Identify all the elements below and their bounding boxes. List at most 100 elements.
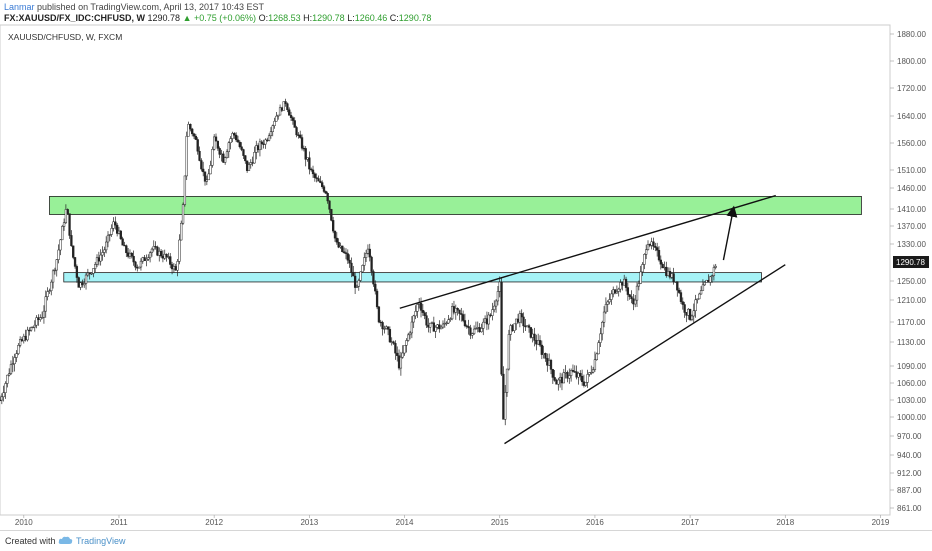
- candle-body: [302, 147, 306, 150]
- trendline-1[interactable]: [399, 194, 776, 309]
- trendline-2[interactable]: [504, 264, 786, 445]
- candle-body: [77, 277, 80, 288]
- green-zone[interactable]: [49, 195, 862, 215]
- candle-body: [573, 371, 576, 373]
- candle-body: [196, 139, 199, 152]
- candle-body: [654, 246, 657, 248]
- x-tick-label: 2018: [776, 518, 794, 527]
- x-tick-label: 2012: [205, 518, 223, 527]
- candle-body: [247, 164, 251, 171]
- y-tick-label: 912.00: [897, 469, 922, 478]
- candle-body: [6, 374, 9, 384]
- candle-body: [690, 315, 694, 320]
- y-tick-label: 1880.00: [897, 30, 926, 39]
- author-link[interactable]: Lanmar: [4, 2, 35, 12]
- y-tick-label: 1800.00: [897, 57, 926, 66]
- candle-body: [520, 313, 523, 318]
- candle-body: [531, 333, 534, 338]
- candle-body: [315, 177, 318, 179]
- candle-body: [161, 255, 165, 259]
- candle-body: [452, 306, 456, 313]
- candle-body: [529, 327, 533, 338]
- candle-body: [712, 267, 716, 276]
- candle-body: [225, 151, 229, 158]
- candle-body: [635, 285, 639, 301]
- candle-body: [134, 261, 137, 268]
- footer-bar: Created with TradingView: [0, 530, 932, 551]
- candle-body: [645, 249, 648, 255]
- candle-body: [295, 127, 298, 136]
- candle-body: [396, 352, 399, 356]
- candle-body: [101, 252, 104, 256]
- candle-body: [213, 136, 216, 150]
- candle-body: [150, 248, 154, 253]
- candle-body: [397, 355, 401, 369]
- candle-body: [703, 282, 706, 286]
- low-label: L:: [347, 13, 355, 23]
- candle-body: [154, 246, 157, 248]
- plot-area[interactable]: [0, 24, 891, 516]
- candle-body: [227, 142, 230, 152]
- candle-body: [634, 299, 637, 305]
- candle-body: [361, 265, 364, 273]
- candle-body: [440, 326, 443, 330]
- candle-body: [612, 289, 615, 295]
- candle-body: [518, 313, 522, 323]
- candle-body: [9, 364, 13, 374]
- candle-body: [348, 259, 351, 264]
- candle-body: [333, 230, 337, 239]
- candle-body: [202, 168, 205, 173]
- candle-body: [588, 372, 591, 375]
- candle-body: [707, 279, 710, 283]
- candle-body: [526, 325, 529, 328]
- candle-body: [297, 134, 300, 136]
- candle-body: [324, 191, 327, 194]
- candle-body: [569, 370, 573, 376]
- candle-body: [505, 368, 509, 393]
- candle-body: [143, 257, 146, 262]
- y-tick-label: 887.00: [897, 486, 922, 495]
- target-arrow[interactable]: [722, 205, 738, 261]
- candle-body: [311, 169, 315, 175]
- created-with-label: Created with: [5, 536, 56, 546]
- candle-body: [652, 241, 655, 247]
- candle-body: [650, 241, 653, 246]
- candle-body: [399, 356, 403, 369]
- candle-body: [185, 135, 188, 177]
- candle-body: [342, 251, 346, 253]
- cyan-zone[interactable]: [63, 272, 762, 283]
- candle-body: [617, 288, 620, 292]
- y-tick-label: 1030.00: [897, 396, 926, 405]
- chart-canvas[interactable]: XAUUSD/CHFUSD, W, FXCM 1880.00 1800.00 172…: [0, 0, 932, 530]
- candle-body: [489, 314, 492, 317]
- candle-body: [648, 244, 651, 246]
- candle-body: [709, 276, 712, 283]
- candle-body: [106, 234, 110, 243]
- candle-body: [125, 245, 128, 254]
- candle-body: [430, 322, 434, 324]
- candle-body: [604, 304, 608, 313]
- candle-body: [2, 392, 5, 398]
- candle-body: [339, 245, 342, 248]
- candle-body: [458, 309, 461, 314]
- candle-body: [35, 317, 38, 326]
- candle-body: [571, 370, 575, 372]
- candle-body: [108, 234, 111, 236]
- candle-body: [92, 268, 95, 274]
- candle-body: [273, 120, 276, 126]
- candle-body: [661, 263, 664, 269]
- candle-body: [493, 305, 496, 310]
- candle-body: [580, 375, 584, 382]
- candle-body: [390, 341, 393, 343]
- tradingview-brand-link[interactable]: TradingView: [76, 536, 126, 546]
- candle-body: [432, 322, 435, 332]
- candle-body: [429, 322, 432, 328]
- x-tick-label: 2014: [396, 518, 414, 527]
- candle-body: [205, 179, 208, 182]
- candle-body: [242, 149, 245, 156]
- candle-body: [145, 258, 148, 262]
- candle-body: [271, 125, 274, 132]
- candle-body: [39, 317, 42, 320]
- candle-body: [62, 222, 66, 227]
- candle-body: [454, 308, 457, 313]
